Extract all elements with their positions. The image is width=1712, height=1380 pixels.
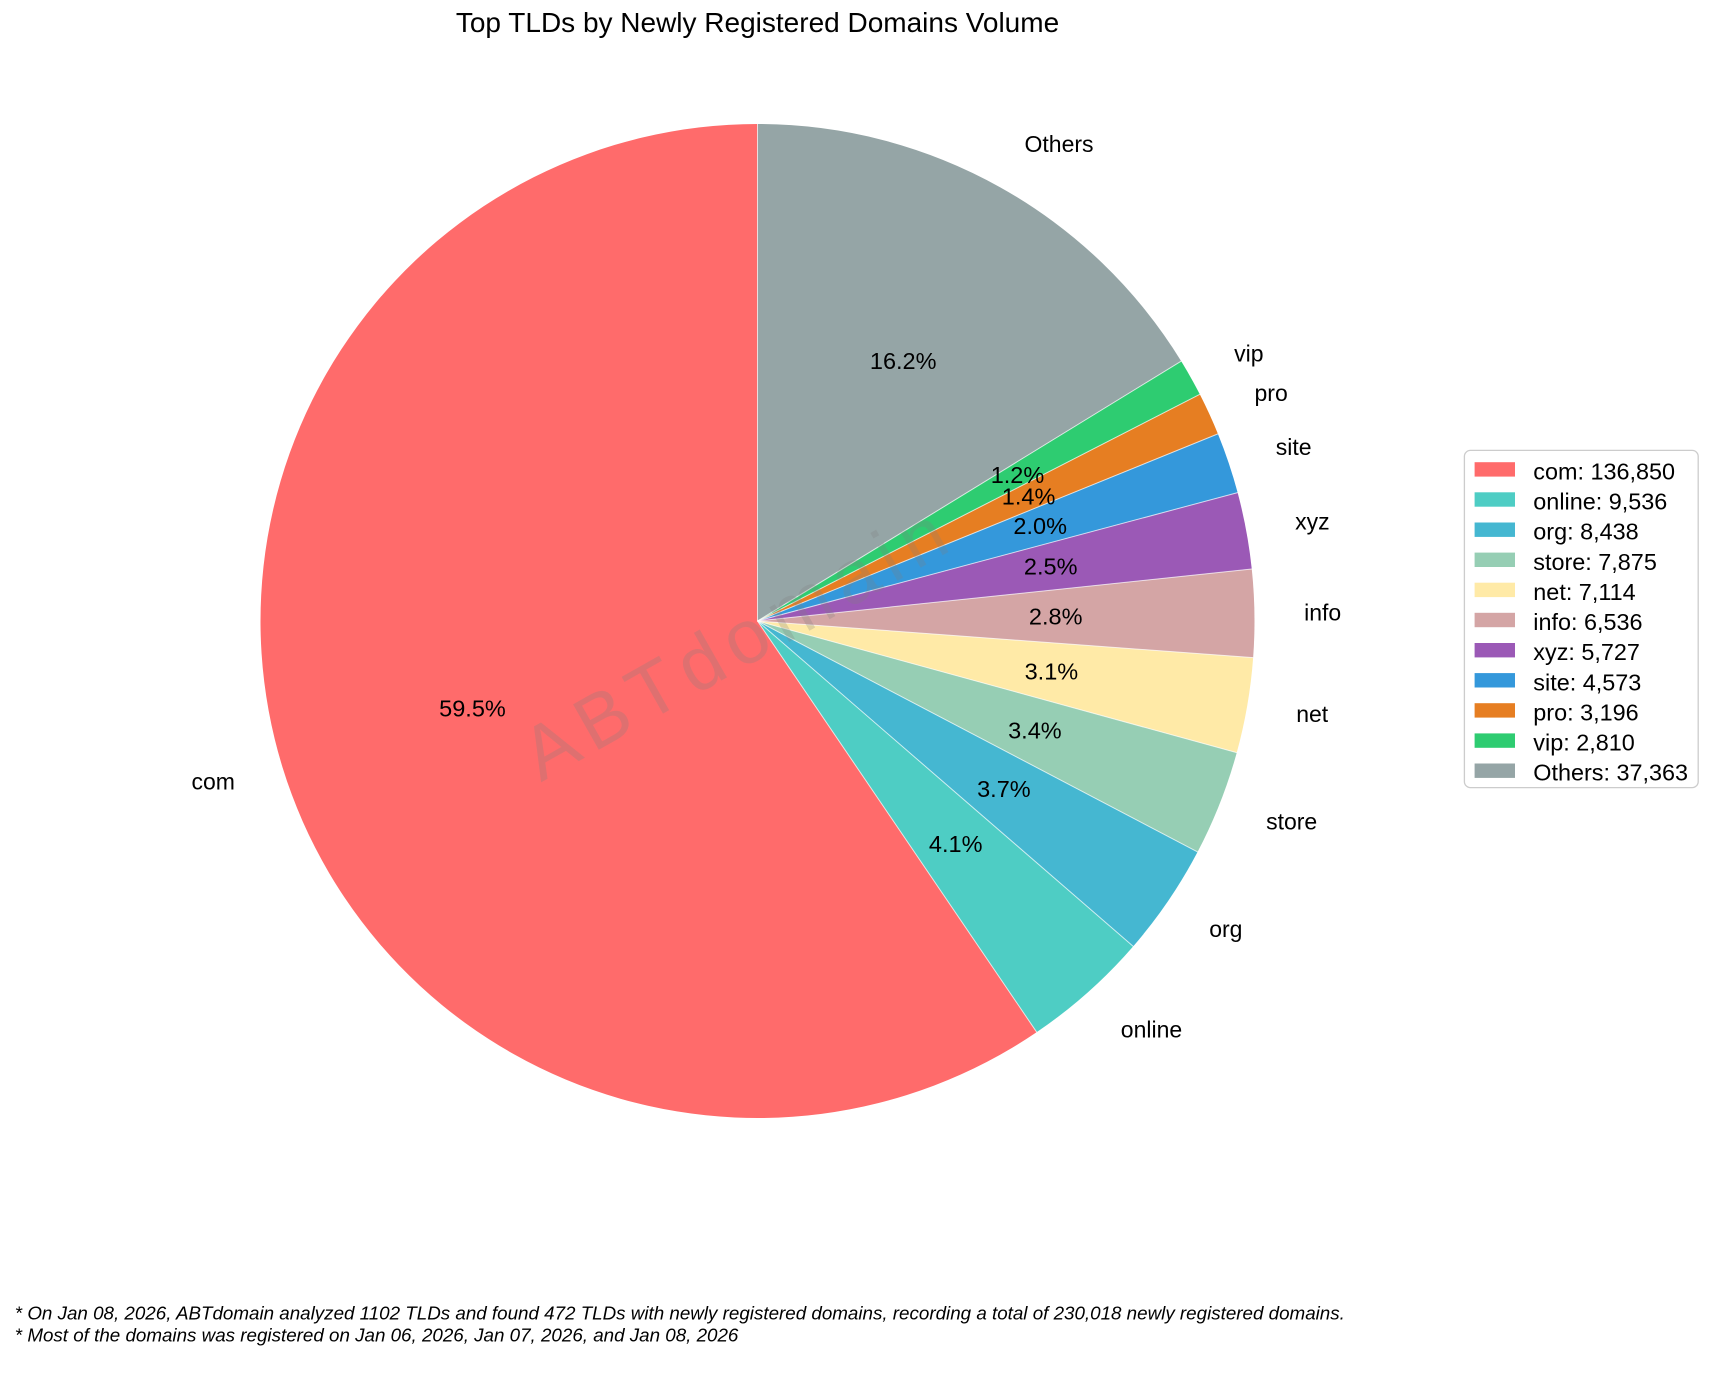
svg-text:2.0%: 2.0% (1013, 513, 1067, 539)
svg-text:vip: 2,810: vip: 2,810 (1533, 730, 1634, 756)
svg-text:Others: Others (1025, 131, 1094, 157)
svg-text:info: 6,536: info: 6,536 (1533, 609, 1642, 635)
svg-text:Top TLDs by Newly Registered D: Top TLDs by Newly Registered Domains Vol… (456, 7, 1059, 38)
svg-text:store: store (1266, 809, 1317, 835)
svg-text:1.4%: 1.4% (1002, 484, 1056, 510)
svg-text:vip: vip (1234, 340, 1263, 366)
svg-text:xyz: xyz (1295, 509, 1330, 535)
svg-text:org: org (1209, 916, 1242, 942)
svg-text:3.7%: 3.7% (977, 776, 1031, 802)
svg-text:4.1%: 4.1% (929, 831, 983, 857)
svg-text:net: 7,114: net: 7,114 (1533, 579, 1635, 605)
svg-text:16.2%: 16.2% (870, 348, 937, 374)
svg-text:xyz: 5,727: xyz: 5,727 (1533, 639, 1640, 665)
svg-text:store: 7,875: store: 7,875 (1533, 549, 1657, 575)
svg-text:pro: pro (1255, 380, 1288, 406)
svg-text:2.8%: 2.8% (1029, 603, 1083, 629)
svg-text:59.5%: 59.5% (439, 696, 506, 722)
svg-text:2.5%: 2.5% (1024, 554, 1078, 580)
svg-text:Others: 37,363: Others: 37,363 (1533, 760, 1688, 786)
svg-text:online: 9,536: online: 9,536 (1533, 489, 1667, 515)
svg-text:3.1%: 3.1% (1025, 659, 1079, 685)
svg-text:3.4%: 3.4% (1008, 717, 1062, 743)
svg-text:site: site (1276, 434, 1312, 460)
svg-text:com: com (191, 769, 234, 795)
svg-text:1.2%: 1.2% (991, 462, 1045, 488)
svg-text:net: net (1296, 701, 1329, 727)
svg-text:pro: 3,196: pro: 3,196 (1533, 699, 1638, 725)
svg-text:org: 8,438: org: 8,438 (1533, 519, 1638, 545)
svg-text:* Most of the domains was regi: * Most of the domains was registered on … (15, 1325, 739, 1346)
svg-text:site: 4,573: site: 4,573 (1533, 669, 1641, 695)
svg-text:com: 136,850: com: 136,850 (1533, 458, 1675, 484)
svg-text:* On Jan 08, 2026, ABTdomain a: * On Jan 08, 2026, ABTdomain analyzed 11… (15, 1303, 1345, 1324)
svg-text:info: info (1304, 600, 1341, 626)
svg-text:online: online (1121, 1017, 1182, 1043)
